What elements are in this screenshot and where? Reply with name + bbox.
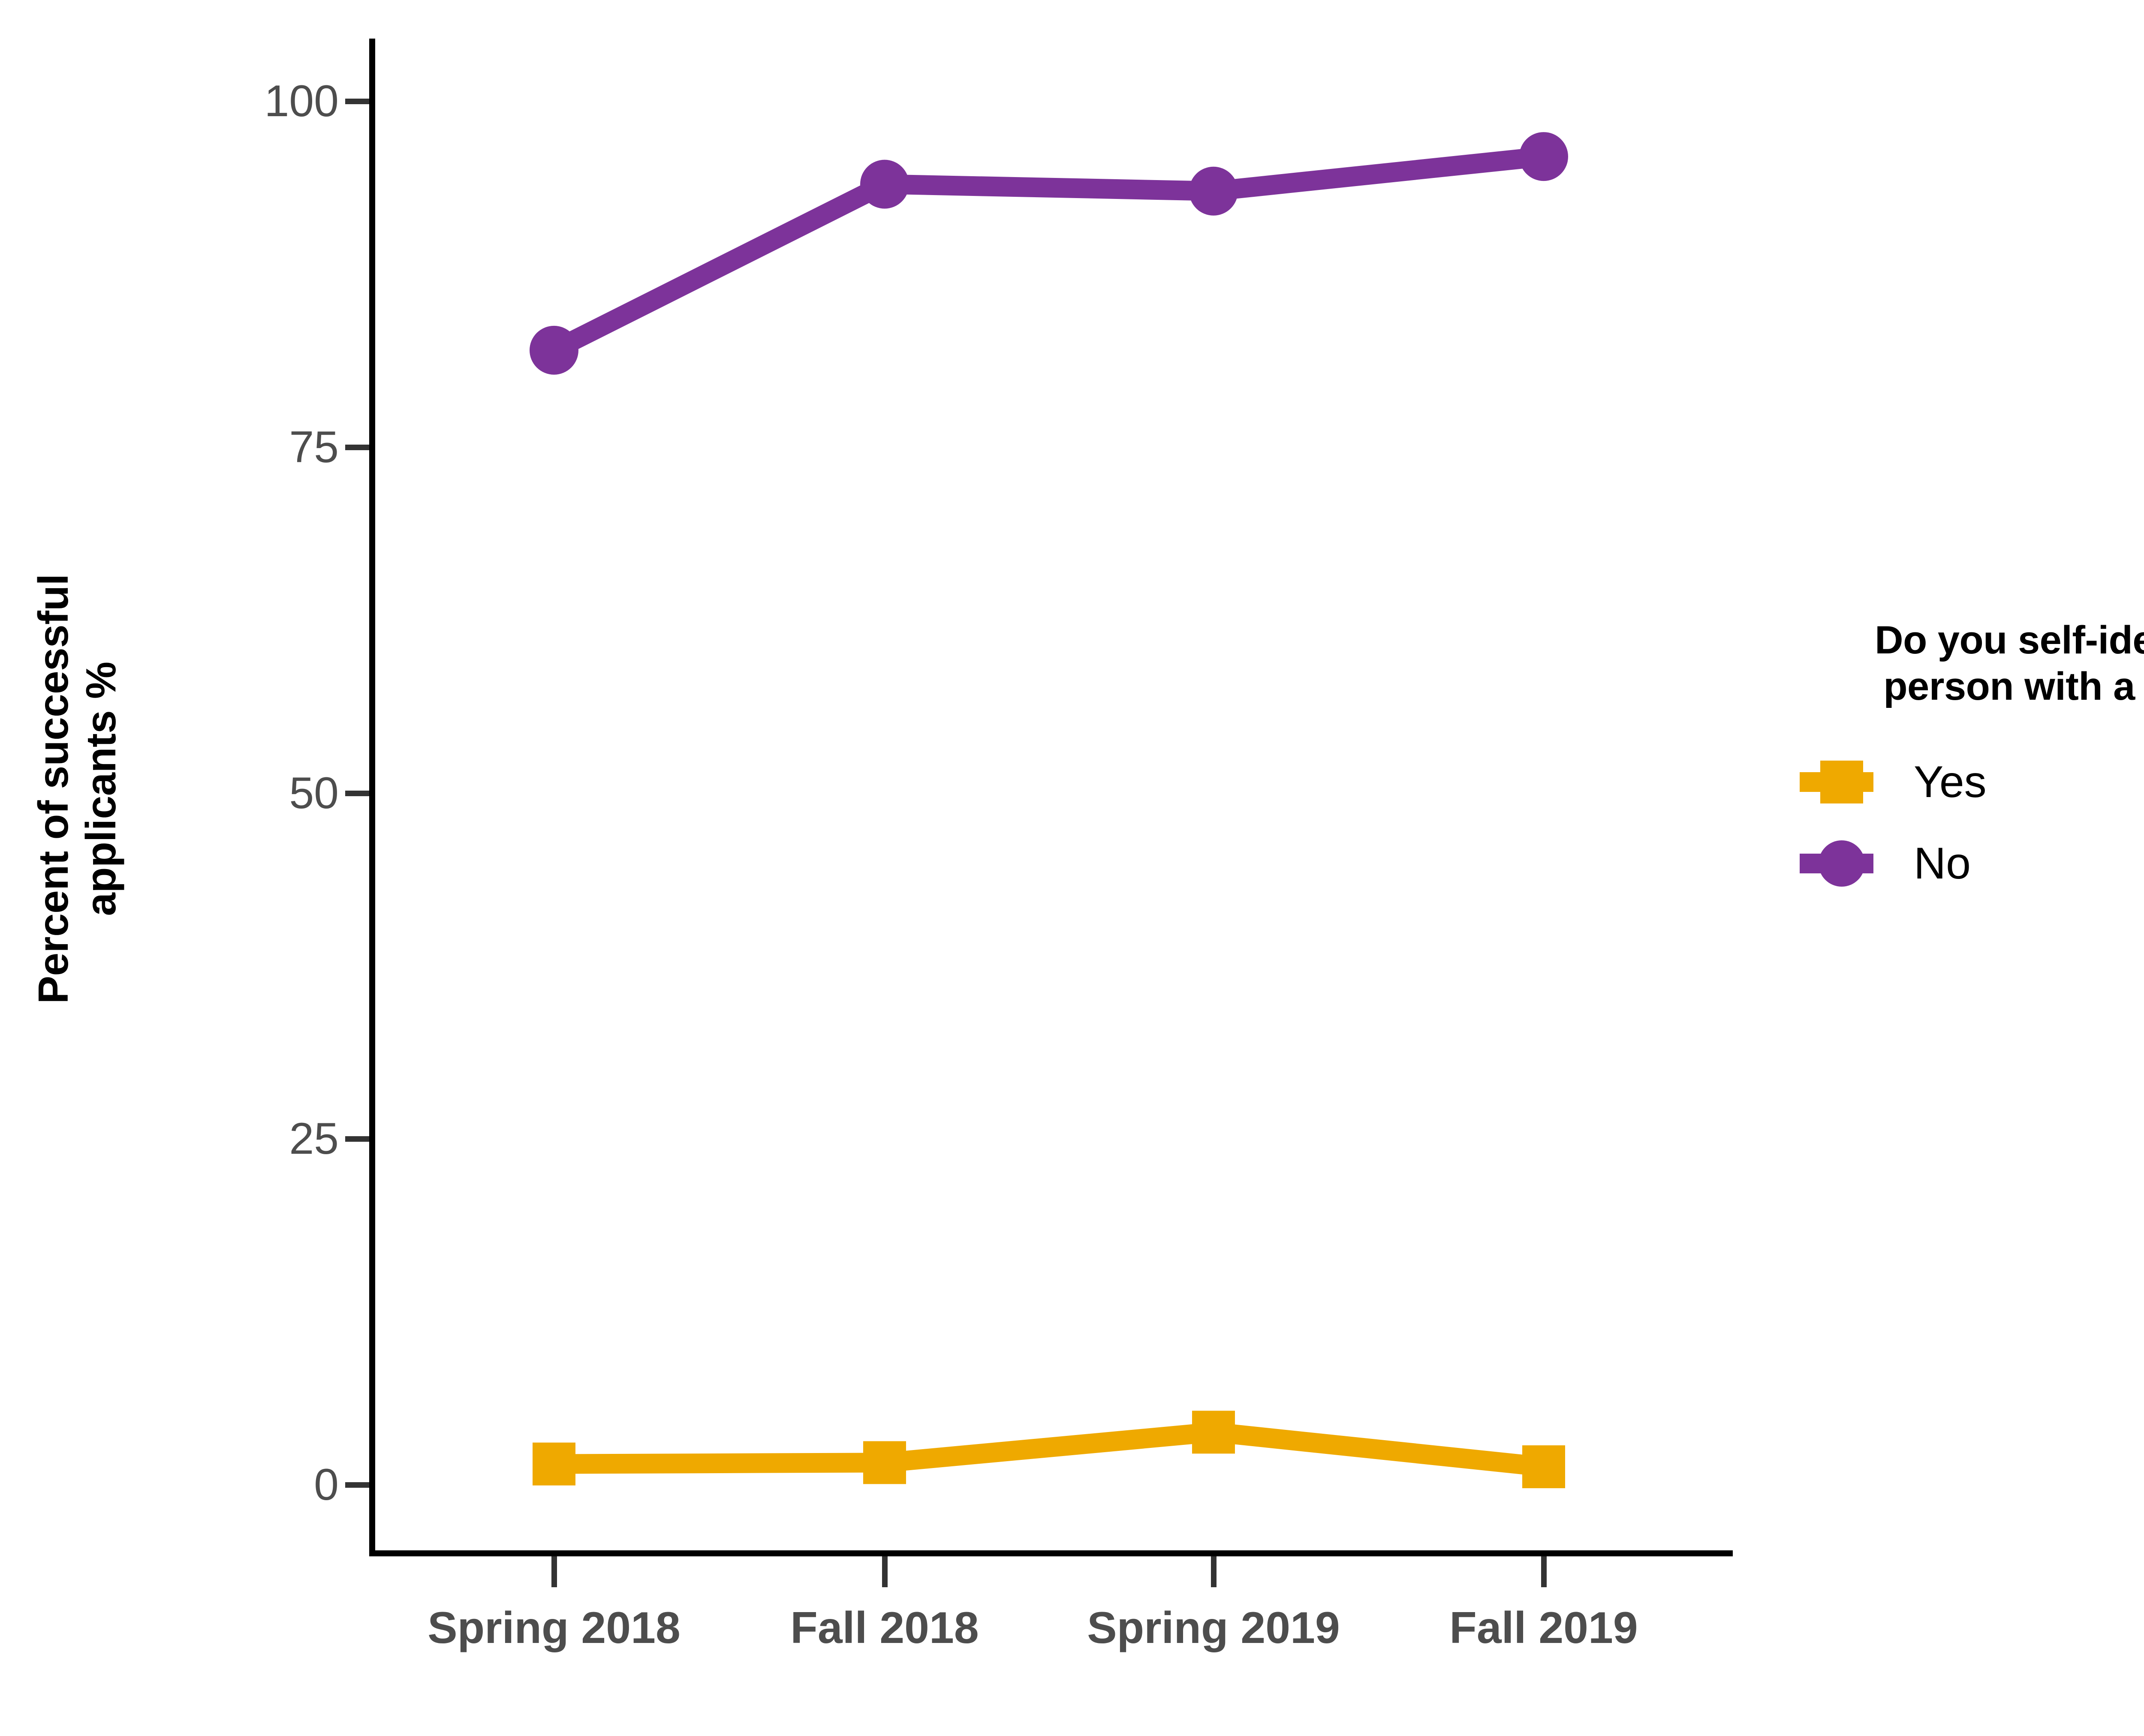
y-tick-mark-0 [345, 1482, 369, 1488]
circle-marker-icon [1819, 840, 1865, 887]
x-tick-label-spring-2018: Spring 2018 [428, 1603, 681, 1653]
series-line [554, 1422, 1545, 1477]
y-tick-label-75: 75 [289, 422, 339, 472]
legend-key-no [1799, 823, 1885, 904]
y-tick-label-25: 25 [289, 1114, 339, 1164]
y-tick-mark-50 [345, 791, 369, 796]
y-axis-tick-labels: 100 75 50 25 0 [133, 0, 339, 1736]
x-tick-mark-spring-2019 [1211, 1556, 1217, 1587]
x-tick-mark-fall-2018 [882, 1556, 888, 1587]
data-point-circle [1519, 132, 1568, 181]
data-point-square [863, 1441, 906, 1484]
square-marker-icon [1820, 761, 1863, 804]
y-tick-mark-100 [345, 99, 369, 104]
series-line [549, 147, 1545, 359]
y-tick-mark-25 [345, 1136, 369, 1142]
y-tick-label-100: 100 [264, 76, 339, 126]
y-tick-mark-75 [345, 445, 369, 450]
data-point-square [533, 1442, 575, 1486]
series-no [530, 132, 1568, 375]
data-point-circle [1189, 166, 1238, 216]
series-yes [533, 1411, 1565, 1489]
x-tick-mark-fall-2019 [1541, 1556, 1547, 1587]
data-point-circle [860, 159, 909, 209]
y-axis-title-text: Percent of successful applicants % [30, 574, 124, 1004]
x-tick-label-spring-2019: Spring 2019 [1087, 1603, 1340, 1653]
x-tick-label-fall-2018: Fall 2018 [790, 1603, 979, 1653]
x-tick-label-fall-2019: Fall 2019 [1449, 1603, 1638, 1653]
y-axis-title: Percent of successful applicants % [13, 9, 142, 1569]
x-axis-line [369, 1550, 1733, 1556]
legend-item-yes[interactable]: Yes [1799, 741, 2144, 823]
legend-title: Do you self-identify as a person with a … [1875, 618, 2144, 708]
data-point-circle [530, 325, 578, 375]
data-point-square [1522, 1445, 1565, 1489]
x-tick-mark-spring-2018 [551, 1556, 557, 1587]
y-tick-label-50: 50 [289, 768, 339, 818]
legend-key-yes [1799, 741, 1885, 823]
legend: Do you self-identify as a person with a … [1799, 617, 2144, 904]
y-axis-line [369, 39, 375, 1556]
legend-label-no: No [1914, 839, 1971, 889]
y-tick-label-0: 0 [314, 1460, 339, 1510]
legend-items: Yes No [1799, 741, 2144, 904]
legend-item-no[interactable]: No [1799, 823, 2144, 904]
data-point-square [1192, 1411, 1235, 1454]
legend-label-yes: Yes [1914, 757, 1987, 807]
